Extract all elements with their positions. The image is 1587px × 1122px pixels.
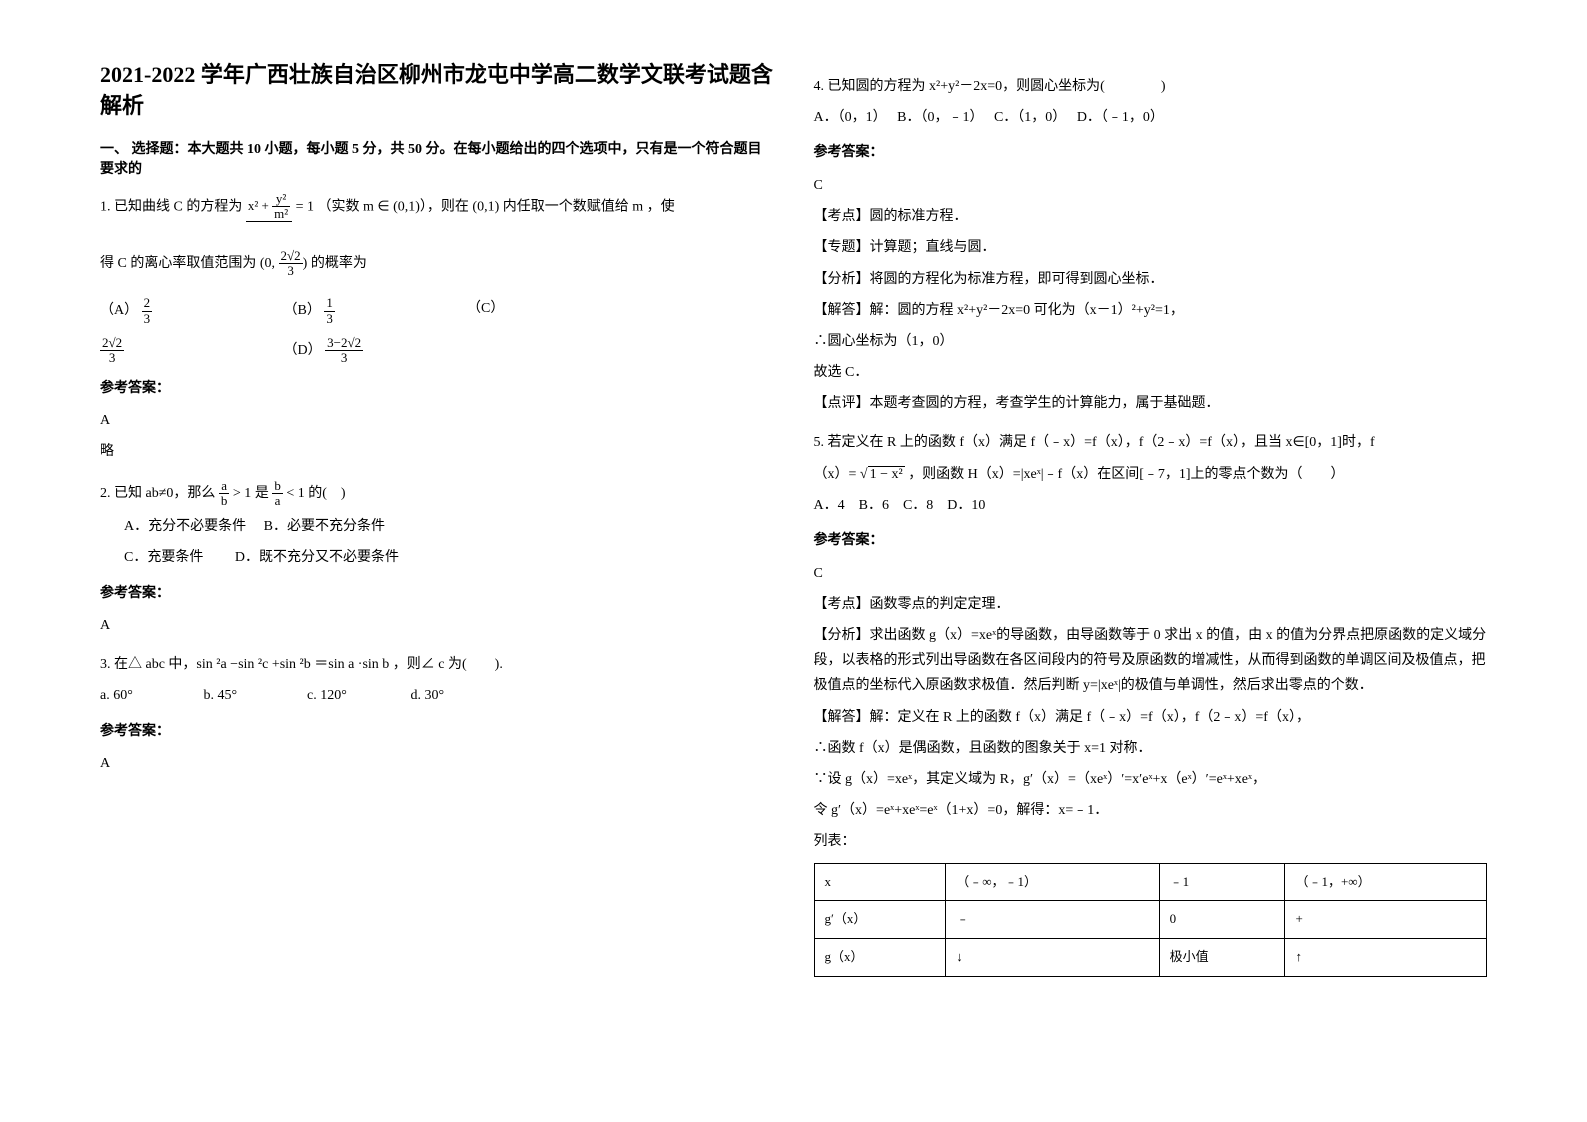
cell: 极小值: [1159, 938, 1285, 976]
q2-ans: A: [100, 613, 774, 638]
q4-e5: ∴圆心坐标为（1，0）: [814, 329, 1488, 354]
cell: ﹣1: [1159, 863, 1285, 901]
q3-ans: A: [100, 751, 774, 776]
q5-opts: A．4 B．6 C．8 D．10: [814, 493, 1488, 518]
cell: （﹣∞，﹣1）: [946, 863, 1159, 901]
q1-stem3: 得 C 的离心率取值范围为: [100, 256, 256, 271]
cell: g′（x）: [814, 901, 946, 939]
q1-stem1: 1. 已知曲线 C 的方程为: [100, 199, 242, 214]
q5-a2: 【分析】求出函数 g（x）=xeˣ的导函数，由导函数等于 0 求出 x 的值，由…: [814, 623, 1488, 699]
table-row: x （﹣∞，﹣1） ﹣1 （﹣1，+∞）: [814, 863, 1487, 901]
q1-formula: x² + y²m²: [246, 192, 292, 223]
q2-ans-head: 参考答案：: [100, 581, 774, 608]
cell: x: [814, 863, 946, 901]
q2-opt-b: B．必要不充分条件: [264, 519, 385, 534]
q4-e3: 【分析】将圆的方程化为标准方程，即可得到圆心坐标．: [814, 267, 1488, 292]
q4-stem: 4. 已知圆的方程为 x²+y²－2x=0，则圆心坐标为( ): [814, 74, 1488, 99]
q2-tail: 的( ): [308, 486, 345, 501]
q5-a3: 【解答】解：定义在 R 上的函数 f（x）满足 f（﹣x）=f（x），f（2﹣x…: [814, 705, 1488, 730]
q4-opt-a: A．（0，1）: [814, 110, 880, 125]
q4-ans-head: 参考答案：: [814, 140, 1488, 167]
q1-opt-c-label: （C）: [467, 296, 507, 323]
q3-opt-c: c. 120°: [307, 683, 407, 708]
q4-opt-b: B．（0，﹣1）: [897, 110, 976, 125]
question-4: 4. 已知圆的方程为 x²+y²－2x=0，则圆心坐标为( ) A．（0，1） …: [814, 74, 1488, 416]
q1-ans: A: [100, 408, 774, 433]
q5-sqrt: √1 − x²: [860, 466, 905, 482]
cell: ﹣: [946, 901, 1159, 939]
cell: ↑: [1285, 938, 1487, 976]
q5-a1: 【考点】函数零点的判定定理．: [814, 592, 1488, 617]
q1-ans-head: 参考答案：: [100, 376, 774, 403]
q4-opt-c: C．（1，0）: [994, 110, 1059, 125]
q2-stem1: 2. 已知 ab≠0，那么: [100, 486, 215, 501]
cell: 0: [1159, 901, 1285, 939]
q4-e1: 【考点】圆的标准方程．: [814, 204, 1488, 229]
q5-a5: ∵设 g（x）=xeˣ，其定义域为 R，g′（x）=（xeˣ）′=x′eˣ+x（…: [814, 767, 1488, 792]
q2-opt-a: A．充分不必要条件: [124, 519, 246, 534]
q1-stem2: （实数 m ∈ (0,1)），则在 (0,1) 内任取一个数赋值给 m ，使: [318, 199, 675, 214]
cell: （﹣1，+∞）: [1285, 863, 1487, 901]
q3-ans-head: 参考答案：: [100, 719, 774, 746]
q4-e2: 【专题】计算题；直线与圆．: [814, 235, 1488, 260]
left-column: 2021-2022 学年广西壮族自治区柳州市龙屯中学高二数学文联考试题含解析 一…: [100, 60, 774, 991]
q5-table: x （﹣∞，﹣1） ﹣1 （﹣1，+∞） g′（x） ﹣ 0 + g（x） ↓ …: [814, 863, 1488, 977]
q5-ans: C: [814, 561, 1488, 586]
q3-opt-a: a. 60°: [100, 683, 200, 708]
cell: ↓: [946, 938, 1159, 976]
q1-note: 略: [100, 439, 774, 464]
q5-a7: 列表：: [814, 829, 1488, 854]
q4-ans: C: [814, 173, 1488, 198]
page-title: 2021-2022 学年广西壮族自治区柳州市龙屯中学高二数学文联考试题含解析: [100, 60, 774, 122]
q5-stem1: 5. 若定义在 R 上的函数 f（x）满足 f（﹣x）=f（x），f（2﹣x）=…: [814, 430, 1488, 455]
q4-e6: 故选 C．: [814, 360, 1488, 385]
section-head: 一、 选择题：本大题共 10 小题，每小题 5 分，共 50 分。在每小题给出的…: [100, 138, 774, 178]
question-1: 1. 已知曲线 C 的方程为 x² + y²m² = 1 （实数 m ∈ (0,…: [100, 192, 774, 465]
q5-ans-head: 参考答案：: [814, 528, 1488, 555]
q1-stem4: 的概率为: [311, 256, 367, 271]
q3-stem: 3. 在△ abc 中，sin ²a −sin ²c +sin ²b ＝sin …: [100, 652, 774, 677]
q3-opt-d: d. 30°: [411, 683, 511, 708]
q1-opt-c: 2√23: [100, 336, 280, 366]
q5-stem2a: （x）=: [814, 467, 857, 482]
cell: g（x）: [814, 938, 946, 976]
question-3: 3. 在△ abc 中，sin ²a −sin ²c +sin ²b ＝sin …: [100, 652, 774, 776]
q2-opt-c: C．充要条件: [124, 550, 203, 565]
question-5: 5. 若定义在 R 上的函数 f（x）满足 f（﹣x）=f（x），f（2﹣x）=…: [814, 430, 1488, 976]
table-row: g（x） ↓ 极小值 ↑: [814, 938, 1487, 976]
q1-opt-b: （B） 13: [284, 296, 464, 326]
q4-opt-d: D．（﹣1，0）: [1077, 110, 1164, 125]
q2-opt-d: D．既不充分又不必要条件: [235, 550, 399, 565]
question-2: 2. 已知 ab≠0，那么 ab > 1 是 ba < 1 的( ) A．充分不…: [100, 479, 774, 639]
q5-stem2b: ，则函数 H（x）=|xeˣ|﹣f（x）在区间[﹣7，1]上的零点个数为（ ）: [908, 467, 1344, 482]
q4-e7: 【点评】本题考查圆的方程，考查学生的计算能力，属于基础题．: [814, 391, 1488, 416]
q5-a6: 令 g′（x）=eˣ+xeˣ=eˣ（1+x）=0，解得：x=﹣1．: [814, 798, 1488, 823]
q1-opt-d: （D） 3−2√23: [284, 336, 464, 366]
q1-opt-a: （A） 23: [100, 296, 280, 326]
table-row: g′（x） ﹣ 0 +: [814, 901, 1487, 939]
q2-mid: 是: [255, 486, 269, 501]
q3-opt-b: b. 45°: [204, 683, 304, 708]
right-column: 4. 已知圆的方程为 x²+y²－2x=0，则圆心坐标为( ) A．（0，1） …: [814, 60, 1488, 991]
q4-e4: 【解答】解：圆的方程 x²+y²－2x=0 可化为（x－1）²+y²=1，: [814, 298, 1488, 323]
q5-a4: ∴函数 f（x）是偶函数，且函数的图象关于 x=1 对称．: [814, 736, 1488, 761]
cell: +: [1285, 901, 1487, 939]
